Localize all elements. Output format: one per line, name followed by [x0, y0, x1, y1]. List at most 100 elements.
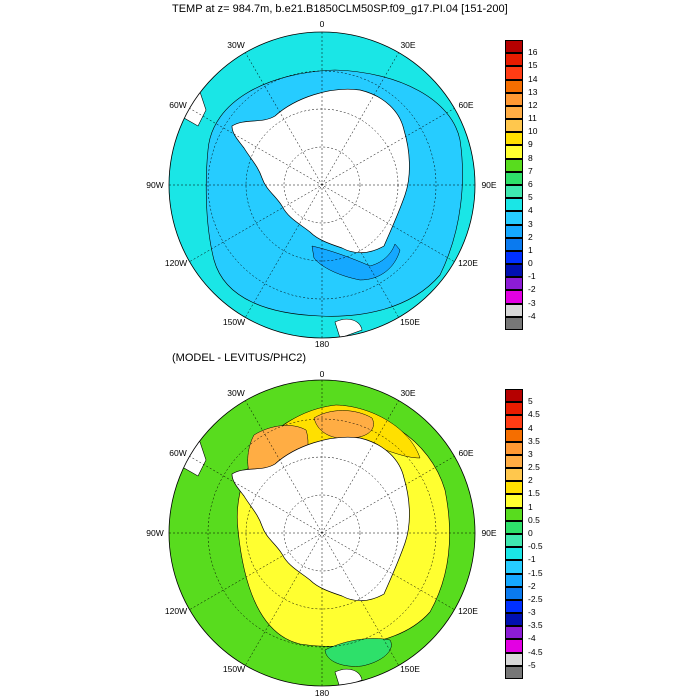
lon-label: 0: [320, 369, 325, 379]
colorbar-swatch: [505, 211, 523, 225]
diff-band-2.5-3b: [313, 410, 374, 439]
lon-label: 120W: [165, 606, 187, 616]
colorbar-swatch: [505, 520, 523, 534]
lon-label: 120E: [458, 606, 478, 616]
land-australia: [435, 652, 475, 686]
colorbar-label: 2: [528, 475, 533, 486]
colorbar-swatch: [505, 613, 523, 627]
colorbar-swatch: [505, 586, 523, 600]
lon-label: 150E: [400, 664, 420, 674]
colorbar-label: 10: [528, 126, 538, 137]
colorbar-label: 0: [528, 528, 533, 538]
colorbar-swatch: [505, 79, 523, 93]
lon-label: 90E: [481, 528, 496, 538]
colorbar-swatch: [505, 264, 523, 278]
colorbar-label: -3.5: [528, 620, 543, 631]
colorbar-label: 14: [528, 73, 538, 84]
colorbar-swatch: [505, 132, 523, 146]
colorbar-swatch: [505, 665, 523, 679]
land-new-zealand: [334, 318, 363, 338]
colorbar-swatch: [505, 626, 523, 640]
colorbar-swatch: [505, 119, 523, 133]
colorbar-swatch: [505, 224, 523, 238]
colorbar-swatch: [505, 316, 523, 330]
land-australia: [435, 302, 475, 338]
colorbar-swatch: [505, 560, 523, 574]
field-band-2-3: [311, 243, 401, 281]
colorbar-label: -3: [528, 297, 536, 308]
colorbar-swatch: [505, 468, 523, 482]
colorbar-swatch: [505, 250, 523, 265]
colorbar-label: -1: [528, 271, 536, 282]
colorbar-label: -2: [528, 580, 536, 591]
colorbar-label: 6: [528, 179, 533, 189]
colorbar-label: 2: [528, 231, 533, 242]
colorbar-label: -4: [528, 633, 536, 644]
lon-label: 30W: [227, 388, 244, 398]
colorbar-label: 16: [528, 47, 538, 58]
lon-label: 30W: [227, 40, 244, 50]
colorbar-label: -4.5: [528, 646, 543, 657]
colorbar-label: -1.5: [528, 567, 543, 578]
colorbar-label: 9: [528, 139, 533, 150]
top-map-border: [168, 31, 476, 339]
lon-label: 30E: [400, 40, 415, 50]
colorbar-swatch: [505, 415, 523, 429]
colorbar-swatch: [505, 481, 523, 495]
top-polar-map: 0 30E 60E 90E 120E 150E 180 150W 120W 90…: [146, 19, 497, 349]
colorbar-label: -2: [528, 284, 536, 295]
colorbar-swatch: [505, 573, 523, 587]
colorbar-swatch: [505, 389, 523, 403]
colorbar-swatch: [505, 198, 523, 212]
bottom-map-border: [168, 379, 476, 687]
colorbar-swatch: [505, 53, 523, 67]
land-antarctica: [231, 88, 410, 253]
colorbar-label: -4: [528, 310, 536, 321]
lon-label: 180: [315, 339, 329, 349]
lon-label: 180: [315, 688, 329, 698]
colorbar-label: 11: [528, 113, 537, 124]
colorbar-swatch: [505, 402, 523, 416]
colorbar-label: 3: [528, 218, 533, 229]
lon-label: 0: [320, 19, 325, 29]
colorbar-label: 5: [528, 396, 533, 407]
lon-label: 30E: [400, 388, 415, 398]
colorbar-swatch: [505, 277, 523, 291]
lon-label: 150W: [223, 664, 245, 674]
colorbar-swatch: [505, 652, 523, 666]
colorbar-swatch: [505, 303, 523, 317]
bottom-polar-map: 0 30E 60E 90E 120E 150E 180 150W 120W 90…: [146, 369, 497, 698]
colorbar-swatch: [505, 454, 523, 469]
top-map-field: [169, 32, 475, 338]
colorbar-label: 13: [528, 86, 538, 97]
colorbar-swatch: [505, 290, 523, 304]
colorbar-swatch: [505, 428, 523, 442]
colorbar-swatch: [505, 40, 523, 54]
lon-label: 60W: [169, 100, 186, 110]
colorbar-label: 2.5: [528, 462, 540, 473]
lon-label: 90W: [146, 180, 163, 190]
colorbar-swatch: [505, 507, 523, 521]
colorbar-swatch: [505, 639, 523, 653]
colorbar-swatch: [505, 534, 523, 548]
colorbar-label: 1: [528, 244, 533, 255]
colorbar-swatch: [505, 92, 523, 106]
lon-label: 90W: [146, 528, 163, 538]
colorbar-label: 3.5: [528, 435, 540, 446]
lon-label: 60E: [458, 100, 473, 110]
colorbar-label: 1: [528, 501, 533, 512]
colorbar-label: -5: [528, 659, 536, 670]
colorbar-label: -1: [528, 554, 536, 565]
colorbar-swatch: [505, 237, 523, 251]
colorbar-label: 15: [528, 60, 538, 71]
colorbar-swatch: [505, 158, 523, 172]
lon-label: 150E: [400, 317, 420, 327]
colorbar-label: 4: [528, 422, 533, 433]
colorbar-label: 3: [528, 448, 533, 459]
land-antarctica: [231, 436, 410, 601]
land-new-zealand: [334, 668, 363, 686]
colorbar-swatch: [505, 171, 523, 185]
colorbar-label: 12: [528, 99, 538, 110]
colorbar-label: -0.5: [528, 541, 543, 552]
colorbar-label: 4: [528, 205, 533, 216]
